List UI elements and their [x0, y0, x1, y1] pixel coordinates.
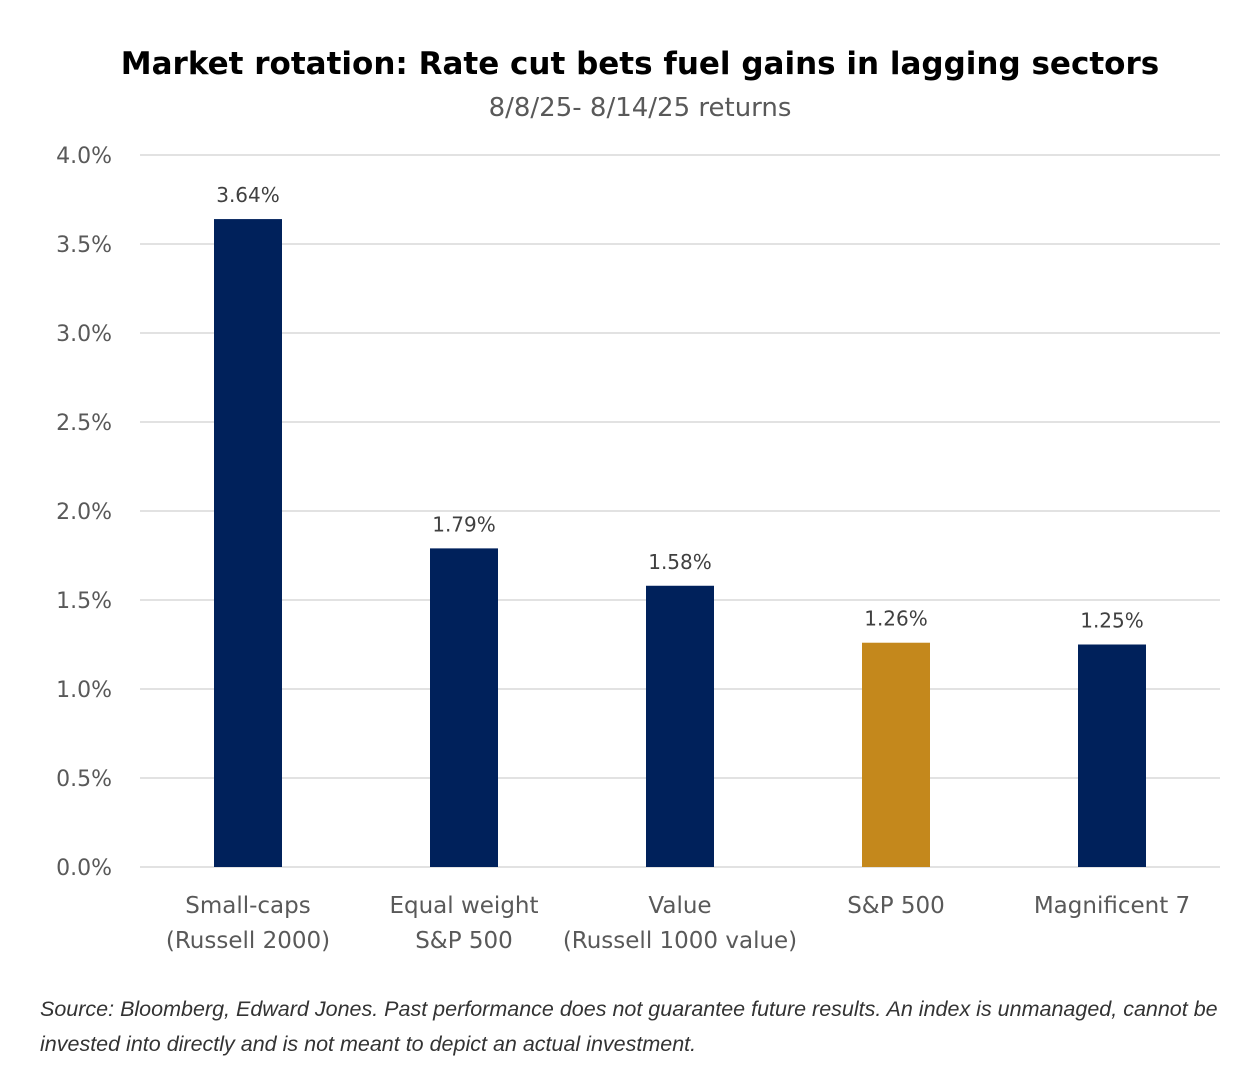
chart-title: Market rotation: Rate cut bets fuel gain…	[121, 46, 1159, 82]
bars	[214, 219, 1146, 867]
x-tick-label: Equal weight	[389, 893, 538, 919]
y-tick-label: 0.5%	[56, 767, 112, 792]
chart-subtitle: 8/8/25- 8/14/25 returns	[489, 93, 792, 123]
data-label: 3.64%	[216, 183, 280, 207]
data-label: 1.58%	[648, 550, 712, 574]
x-axis: Small-caps (Russell 2000) Equal weight S&P …	[166, 893, 1190, 954]
bar	[862, 642, 930, 867]
x-tick-label: Value	[648, 893, 711, 919]
x-tick-label: Small-caps	[185, 893, 311, 919]
y-tick-label: 2.0%	[56, 500, 112, 525]
y-axis: 0.0% 0.5% 1.0% 1.5% 2.0% 2.5% 3.0% 3.5% 4.0%	[56, 144, 112, 881]
x-tick-label: (Russell 1000 value)	[563, 928, 797, 954]
y-tick-label: 1.0%	[56, 678, 112, 703]
data-label: 1.79%	[432, 512, 496, 536]
y-tick-label: 2.5%	[56, 411, 112, 436]
y-tick-label: 1.5%	[56, 589, 112, 614]
gridlines	[140, 154, 1220, 868]
bar	[1078, 644, 1146, 867]
data-labels: 3.64% 1.79% 1.58% 1.26% 1.25%	[216, 183, 1144, 632]
x-tick-label: (Russell 2000)	[166, 928, 330, 954]
bar	[214, 219, 282, 867]
x-tick-label: S&P 500	[847, 893, 945, 919]
x-tick-label: Magnificent 7	[1034, 893, 1190, 919]
data-label: 1.26%	[864, 607, 928, 631]
data-label: 1.25%	[1080, 609, 1144, 633]
bar	[430, 548, 498, 867]
x-tick-label: S&P 500	[415, 928, 513, 954]
y-tick-label: 0.0%	[56, 856, 112, 881]
bar	[646, 585, 714, 867]
source-note: Source: Bloomberg, Edward Jones. Past pe…	[40, 997, 1218, 1056]
y-tick-label: 3.5%	[56, 233, 112, 258]
y-tick-label: 4.0%	[56, 144, 112, 169]
y-tick-label: 3.0%	[56, 322, 112, 347]
